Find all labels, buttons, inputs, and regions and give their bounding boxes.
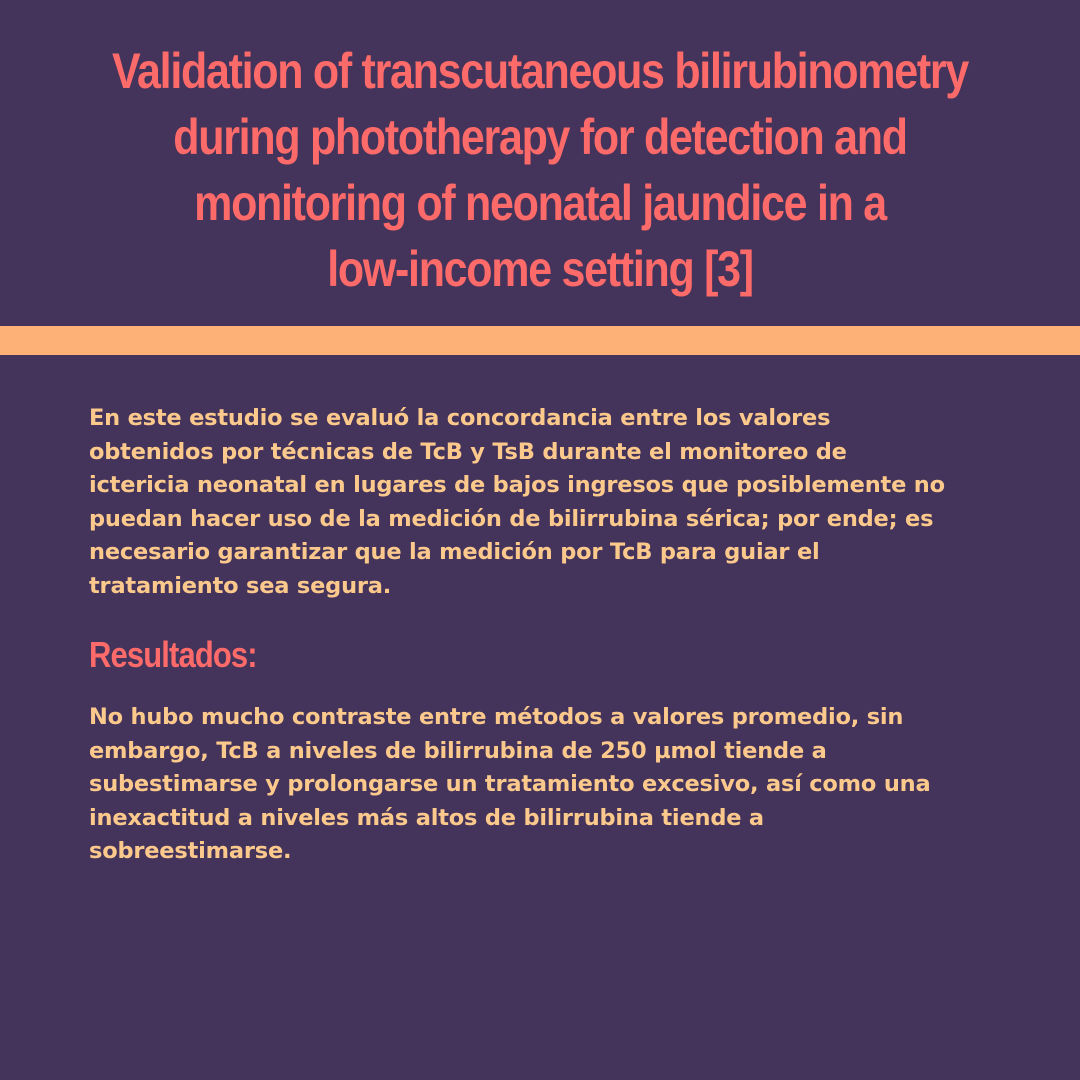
results-line: inexactitud a niveles más altos de bilir… (89, 804, 764, 831)
title-line: monitoring of neonatal jaundice in a (194, 175, 887, 231)
intro-line: puedan hacer uso de la medición de bilir… (89, 505, 934, 532)
intro-line: tratamiento sea segura. (89, 572, 392, 599)
title-line: Validation of transcutaneous bilirubinom… (112, 43, 969, 99)
page-title: Validation of transcutaneous bilirubinom… (76, 38, 1005, 302)
main-content: En este estudio se evaluó la concordanci… (89, 402, 1029, 869)
results-paragraph: No hubo mucho contraste entre métodos a … (89, 701, 1029, 869)
results-line: embargo, TcB a niveles de bilirrubina de… (89, 737, 827, 764)
title-line: during phototherapy for detection and (173, 109, 908, 165)
divider-bar (0, 326, 1080, 355)
intro-line: En este estudio se evaluó la concordanci… (89, 405, 831, 431)
intro-line: necesario garantizar que la medición por… (89, 539, 820, 565)
header: Validation of transcutaneous bilirubinom… (0, 0, 1080, 325)
title-line: low-income setting [3] (327, 241, 754, 297)
intro-paragraph: En este estudio se evaluó la concordanci… (89, 402, 1029, 603)
results-line: subestimarse y prolongarse un tratamient… (89, 771, 931, 797)
intro-line: obtenidos por técnicas de TcB y TsB dura… (89, 438, 847, 465)
intro-line: ictericia neonatal en lugares de bajos i… (89, 472, 945, 498)
results-line: No hubo mucho contraste entre métodos a … (89, 704, 904, 730)
results-heading: Resultados: (89, 634, 258, 675)
results-line: sobreestimarse. (89, 838, 292, 864)
